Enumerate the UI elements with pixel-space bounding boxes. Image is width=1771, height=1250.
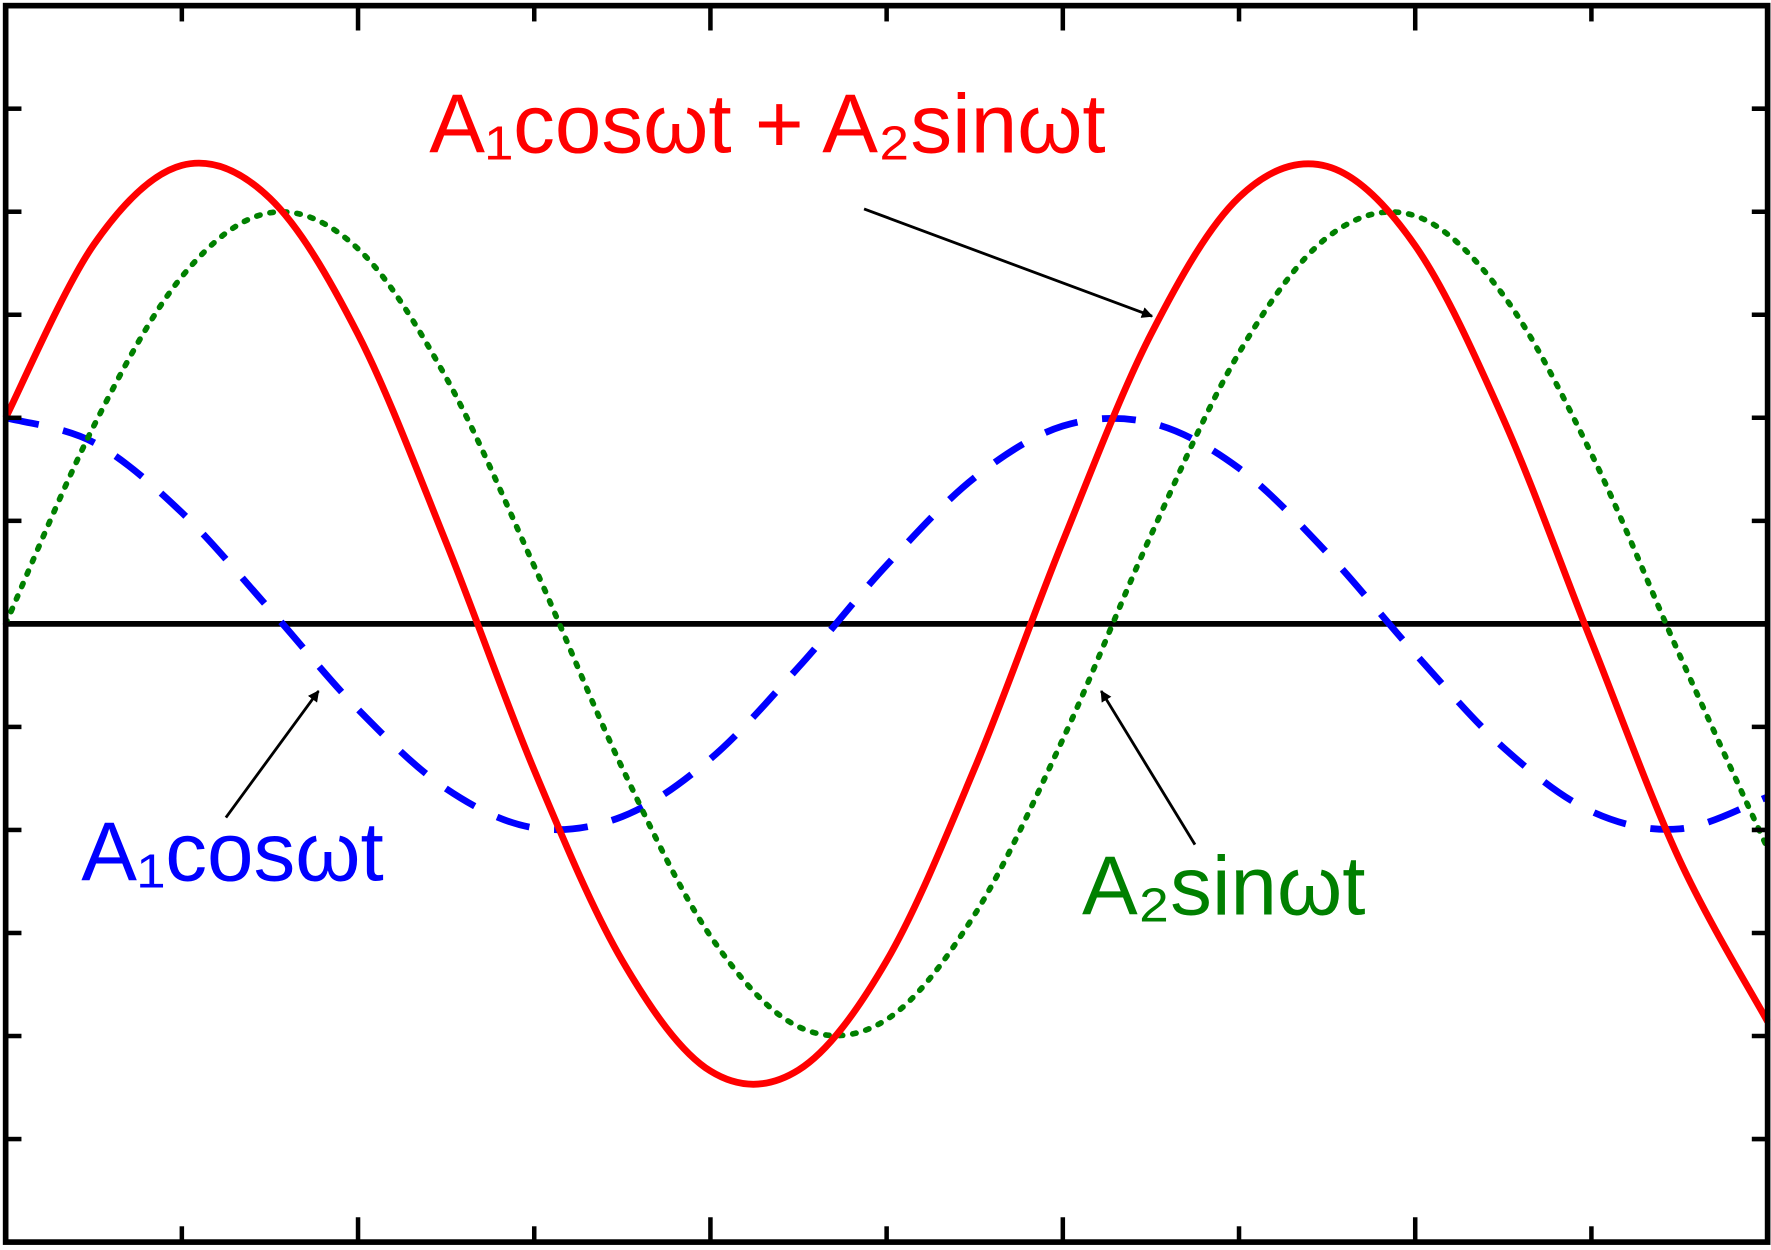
annotation-arrow [863, 207, 1154, 318]
series-label: A₂sinωt [1082, 839, 1365, 933]
series-label: A₁cosωt + A₂sinωt [429, 76, 1105, 170]
plot-area [2, 159, 1771, 1088]
annotation-arrow [1100, 690, 1197, 846]
series-label: A₁cosωt [81, 805, 383, 899]
series-line [4, 414, 1769, 834]
annotation-arrow [224, 690, 320, 819]
series-line [2, 209, 1771, 1039]
series-line [2, 159, 1771, 1088]
